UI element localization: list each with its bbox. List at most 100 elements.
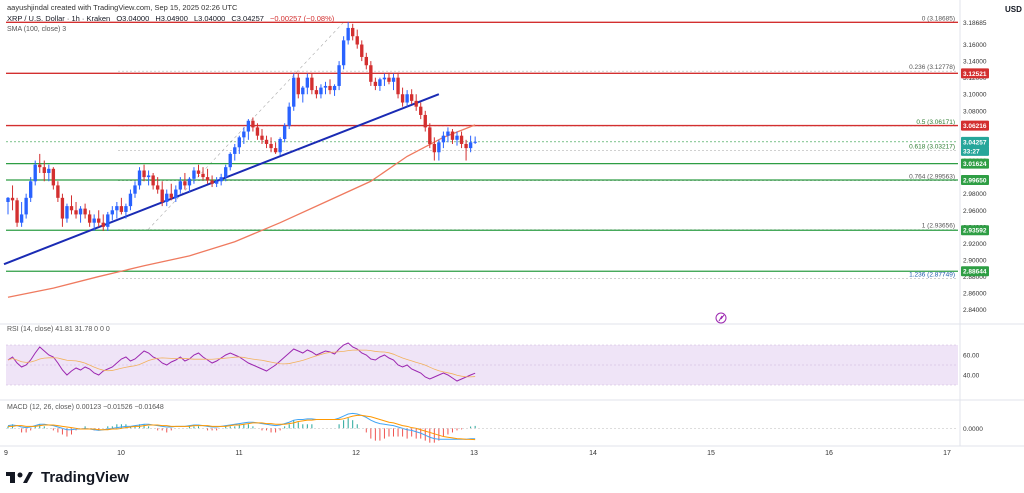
candle <box>446 127 450 143</box>
currency-label[interactable]: USD <box>1005 5 1022 14</box>
candle <box>228 152 232 171</box>
time-tick-label: 10 <box>117 450 125 457</box>
candle <box>450 129 455 144</box>
price-tag-label: 3.18685 <box>963 20 987 27</box>
candle <box>360 40 364 62</box>
candle-body <box>151 175 155 186</box>
candle <box>341 36 346 70</box>
tradingview-logo[interactable]: TradingView <box>6 466 129 488</box>
price-tick-label: 2.98000 <box>963 191 987 198</box>
candle-body <box>201 173 205 178</box>
price-tag-label: 2.93592 <box>963 228 987 235</box>
candle-body <box>165 193 169 202</box>
candle-body <box>264 139 269 144</box>
fib-label: 1.236 (2.87749) <box>909 272 955 279</box>
candle <box>160 181 164 207</box>
candle-body <box>87 214 92 223</box>
candle <box>428 123 432 149</box>
candle-body <box>106 214 110 227</box>
candle-body <box>205 177 210 181</box>
rsi-legend[interactable]: RSI (14, close) 41.81 31.78 0 0 0 <box>7 326 110 333</box>
macd-legend[interactable]: MACD (12, 26, close) 0.00123 −0.01526 −0… <box>7 404 164 411</box>
candle-body <box>228 153 232 168</box>
price-tick-label: 2.92000 <box>963 241 987 248</box>
candle <box>319 84 323 99</box>
candle-body <box>278 138 282 153</box>
candle <box>28 177 33 202</box>
time-tick-label: 17 <box>943 450 951 457</box>
high-value: H3.04900 <box>155 14 188 23</box>
alert-icon[interactable] <box>715 312 727 324</box>
candle <box>142 164 146 182</box>
candle <box>378 77 382 91</box>
candle-body <box>464 143 468 149</box>
time-tick-label: 15 <box>707 450 715 457</box>
candle-body <box>196 170 201 174</box>
candle-body <box>282 125 287 139</box>
candle <box>69 195 74 215</box>
candle <box>124 203 128 219</box>
candle <box>305 73 310 95</box>
time-tick-label: 9 <box>4 450 8 457</box>
candle <box>183 172 187 190</box>
candle-body <box>296 77 300 95</box>
price-tag-label: 3.01624 <box>963 161 987 168</box>
price-tag-bg <box>961 175 989 186</box>
price-tag-label: 33:27 <box>963 148 980 155</box>
macd-line <box>7 412 476 440</box>
candle-body <box>292 77 296 107</box>
ohlc-values: O3.04000 H3.04900 L3.04000 C3.04257 −0.0… <box>116 14 338 23</box>
sma-legend[interactable]: SMA (100, close) 3 <box>7 26 67 33</box>
fibonacci-retracement[interactable]: 0 (3.18685) 0.236 (3.12778) 0.5 (3.06171) 0… <box>118 15 958 279</box>
candle <box>251 117 255 132</box>
time-tick-label: 14 <box>589 450 597 457</box>
candle-body <box>305 77 310 88</box>
sma-curve <box>7 124 476 298</box>
candle <box>110 206 114 221</box>
candle <box>314 85 319 99</box>
candle-body <box>251 120 255 128</box>
candle-body <box>19 214 24 223</box>
candle <box>155 177 160 194</box>
candle-body <box>60 197 65 219</box>
price-tag-bg <box>961 120 989 131</box>
symbol-title[interactable]: XRP / U.S. Dollar · 1h · Kraken <box>7 14 111 23</box>
candle <box>151 172 155 190</box>
time-axis[interactable]: 9 10 11 12 13 14 15 16 17 <box>4 450 951 457</box>
candle-body <box>428 127 432 144</box>
candle <box>119 197 124 215</box>
candle <box>219 173 223 186</box>
price-tick-label: 2.86000 <box>963 291 987 298</box>
signal-line <box>8 414 476 441</box>
candle-body <box>396 77 400 95</box>
symbol-legend[interactable]: XRP / U.S. Dollar · 1h · Kraken O3.04000… <box>7 14 338 23</box>
horizontal-levels[interactable] <box>6 21 958 272</box>
price-tick-label: 2.96000 <box>963 208 987 215</box>
candle <box>246 119 251 140</box>
candle-body <box>369 65 373 82</box>
candle-body <box>133 185 137 194</box>
price-tag-bg <box>961 68 989 79</box>
chart-canvas[interactable]: 0 (3.18685) 0.236 (3.12778) 0.5 (3.06171) 0… <box>0 0 1024 465</box>
candle <box>468 135 473 153</box>
candle <box>133 181 137 198</box>
candle <box>414 94 418 111</box>
candle <box>373 77 378 91</box>
fib-label: 0.764 (2.99563) <box>909 174 955 181</box>
candle <box>337 61 341 91</box>
low-value: L3.04000 <box>194 14 226 23</box>
rsi-ma-line <box>7 349 476 378</box>
candle-body <box>169 193 173 198</box>
candle <box>42 160 46 182</box>
candle-body <box>178 181 183 190</box>
price-tag-label: 3.06216 <box>963 123 987 130</box>
candle-body <box>409 94 414 101</box>
candle-body <box>24 197 28 215</box>
candle <box>97 210 101 227</box>
candle-body <box>455 135 459 140</box>
price-tag-bg <box>961 266 989 277</box>
price-tag-bg <box>961 136 989 147</box>
candle-body <box>310 77 314 91</box>
candle <box>178 177 183 194</box>
candle-body <box>47 168 51 173</box>
